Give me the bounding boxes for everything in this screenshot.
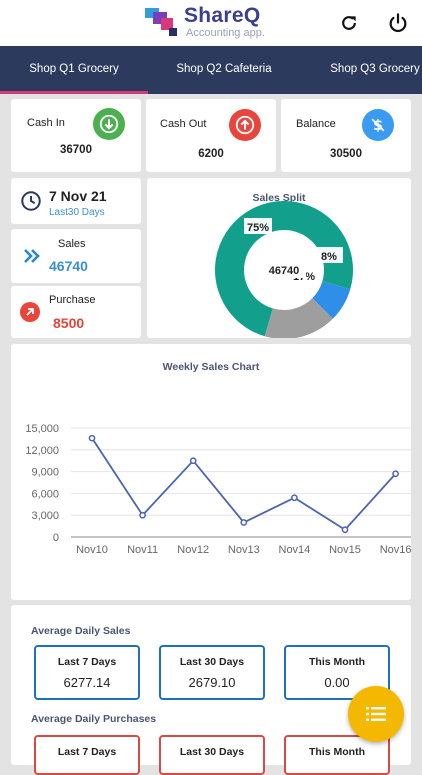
date-range-text: Last30 Days: [49, 207, 105, 218]
arrow-up-right-icon: [20, 302, 40, 322]
avg-sales-last7-box[interactable]: Last 7 Days 6277.14: [34, 645, 140, 700]
avg-sales-title: Average Daily Sales: [31, 625, 131, 637]
avg-sales-last7-value: 6277.14: [63, 675, 111, 690]
donut-slice: [312, 281, 351, 319]
app-tagline: Accounting app.: [186, 27, 265, 39]
y-tick-label: 9,000: [31, 467, 59, 479]
avg-sales-month-value: 0.00: [324, 675, 350, 690]
balance-label: Balance: [296, 118, 336, 130]
donut-slice-label: 75%: [244, 218, 272, 234]
avg-sales-last30-value: 2679.10: [188, 675, 236, 690]
x-tick-label: Nov13: [228, 544, 260, 556]
purchase-value: 8500: [53, 315, 85, 331]
avg-sales-month-box[interactable]: This Month 0.00: [284, 645, 390, 700]
balance-value: 30500: [330, 148, 362, 160]
cash-in-card[interactable]: Cash In 36700: [11, 99, 141, 172]
double-chevron-icon: [24, 249, 40, 263]
x-tick-label: Nov10: [76, 544, 108, 556]
avg-sales-last7-label: Last 7 Days: [57, 656, 117, 668]
date-text: 7 Nov 21: [49, 188, 107, 204]
purchase-label: Purchase: [49, 294, 96, 306]
data-point[interactable]: [392, 470, 399, 478]
donut-slice: [264, 298, 333, 338]
sales-split-donut: 75%8%17%46740: [215, 201, 353, 338]
sales-split-card: Sales Split 75%8%17%46740: [147, 178, 411, 338]
donut-slice-label: 8%: [315, 247, 343, 263]
cash-in-value: 36700: [60, 144, 92, 156]
sales-split-title: Sales Split: [252, 192, 306, 204]
date-card[interactable]: 7 Nov 21 Last30 Days: [11, 178, 141, 224]
cash-in-label: Cash In: [27, 117, 65, 129]
refresh-button[interactable]: [336, 10, 362, 36]
avg-purchases-last30-box[interactable]: Last 30 Days: [159, 735, 265, 775]
avg-sales-month-label: This Month: [309, 656, 365, 668]
sales-card[interactable]: Sales 46740: [11, 229, 141, 283]
data-point[interactable]: [291, 494, 298, 502]
data-point[interactable]: [189, 457, 197, 465]
power-button[interactable]: [385, 10, 411, 36]
x-tick-label: Nov14: [279, 544, 311, 556]
avg-purchases-last30-label: Last 30 Days: [179, 746, 245, 758]
tab-shop-q1[interactable]: Shop Q1 Grocery: [0, 46, 148, 94]
svg-text:8%: 8%: [321, 251, 337, 263]
data-point[interactable]: [341, 526, 349, 534]
averages-card: Average Daily Sales Last 7 Days 6277.14 …: [11, 605, 411, 775]
avg-sales-last30-box[interactable]: Last 30 Days 2679.10: [159, 645, 265, 700]
donut-center-value: 46740: [262, 261, 306, 278]
power-icon: [389, 13, 407, 33]
svg-text:75%: 75%: [247, 222, 269, 234]
list-icon: [366, 707, 386, 721]
app-header: ShareQ Accounting app.: [0, 0, 422, 46]
x-tick-label: Nov15: [329, 544, 361, 556]
cash-out-label: Cash Out: [160, 118, 207, 130]
dollar-slash-icon: $: [362, 109, 394, 141]
clock-icon: [21, 191, 41, 211]
cash-out-value: 6200: [198, 148, 224, 160]
chart-title: Weekly Sales Chart: [162, 361, 260, 373]
refresh-icon: [342, 16, 356, 30]
arrow-down-icon: [93, 108, 125, 140]
shareq-logo-icon: [145, 8, 177, 36]
avg-purchases-month-label: This Month: [309, 746, 365, 758]
y-tick-label: 3,000: [31, 510, 59, 522]
purchase-card[interactable]: Purchase 8500: [11, 286, 141, 338]
weekly-sales-line-chart: 15,000 12,000 9,000 6,000 3,000 0 Nov10 Nov11 No…: [25, 423, 411, 556]
app-name: ShareQ: [184, 4, 261, 27]
cash-out-card[interactable]: Cash Out 6200: [146, 99, 276, 172]
y-tick-label: 15,000: [25, 423, 59, 435]
tab-shop-q3[interactable]: Shop Q3 Grocery: [330, 63, 420, 75]
avg-purchases-last7-label: Last 7 Days: [57, 746, 117, 758]
sales-label: Sales: [58, 238, 86, 250]
avg-purchases-last7-box[interactable]: Last 7 Days: [34, 735, 140, 775]
sales-value: 46740: [49, 258, 88, 274]
arrow-up-icon: [229, 109, 261, 141]
x-tick-label: Nov16: [380, 544, 411, 556]
menu-fab-button[interactable]: [348, 686, 404, 742]
donut-slice: [215, 201, 353, 337]
avg-purchases-title: Average Daily Purchases: [31, 713, 157, 725]
svg-text:46740: 46740: [269, 265, 300, 277]
y-tick-label: 0: [53, 532, 59, 544]
balance-card[interactable]: Balance $ 30500: [281, 99, 411, 172]
x-tick-label: Nov11: [127, 544, 158, 556]
data-point[interactable]: [139, 511, 146, 519]
weekly-sales-card: Weekly Sales Chart 15,000 12,000 9,000 6,00…: [11, 344, 411, 600]
y-tick-label: 6,000: [31, 488, 59, 500]
x-tick-label: Nov12: [177, 544, 209, 556]
shop-tabs: Shop Q1 Grocery Shop Q2 Cafeteria Shop Q…: [0, 46, 422, 94]
series-line: [91, 437, 397, 531]
tab-shop-q2[interactable]: Shop Q2 Cafeteria: [176, 63, 272, 75]
y-tick-label: 12,000: [25, 445, 59, 457]
data-point[interactable]: [88, 434, 96, 442]
avg-sales-last30-label: Last 30 Days: [179, 656, 245, 668]
data-point[interactable]: [240, 519, 248, 526]
